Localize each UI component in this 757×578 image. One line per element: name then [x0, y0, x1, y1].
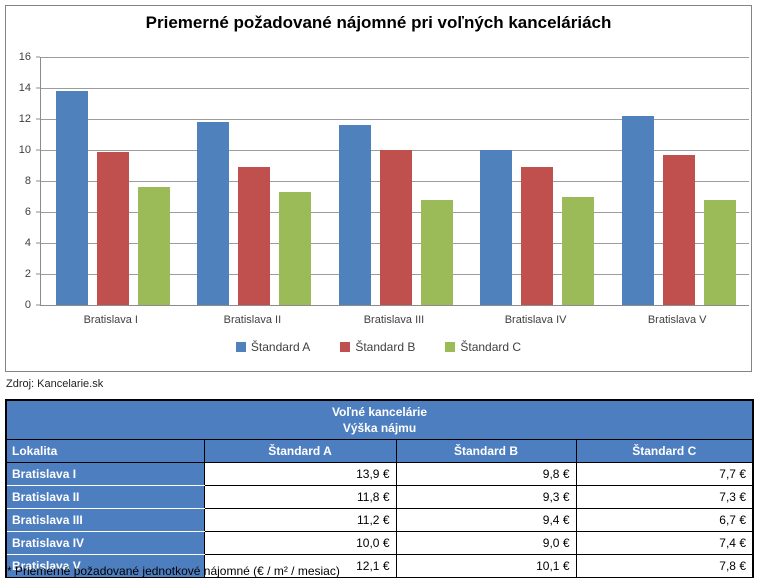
value-cell: 13,9 € — [203, 462, 397, 486]
y-tick-label: 16 — [18, 51, 31, 63]
bar-štandard-a-bratislava-iii — [338, 125, 371, 305]
gridline — [41, 88, 749, 89]
column-header-cell: Štandard B — [395, 439, 577, 463]
legend-swatch — [235, 342, 246, 352]
column-header-cell: Štandard C — [575, 439, 754, 463]
legend-item: Štandard B — [340, 340, 415, 354]
x-category-label: Bratislava IV — [504, 314, 567, 326]
value-cell: 7,4 € — [575, 531, 754, 555]
value-cell: 9,4 € — [395, 508, 577, 532]
legend-label: Štandard C — [460, 340, 522, 354]
y-tick-label: 2 — [24, 268, 31, 280]
table-row: Bratislava I 13,9 €9,8 €7,7 € — [5, 462, 754, 486]
y-tick-mark — [36, 273, 40, 275]
y-tick-mark — [36, 87, 40, 89]
bar-štandard-b-bratislava-v — [662, 154, 695, 305]
bar-štandard-c-bratislava-v — [703, 199, 736, 305]
bar-štandard-c-bratislava-iv — [562, 196, 595, 305]
x-category-label: Bratislava III — [363, 314, 425, 326]
chart-title: Priemerné požadované nájomné pri voľných… — [145, 13, 612, 32]
value-cell: 9,3 € — [395, 485, 577, 509]
y-tick-mark — [36, 149, 40, 151]
gridline — [41, 119, 749, 120]
y-tick-mark — [36, 211, 40, 213]
y-tick-label: 8 — [24, 175, 31, 187]
source-note: Zdroj: Kancelarie.sk — [6, 378, 104, 390]
bar-štandard-b-bratislava-iv — [521, 167, 554, 305]
x-category-label: Bratislava I — [83, 314, 138, 326]
bar-štandard-c-bratislava-iii — [420, 199, 453, 305]
table-title-row: Voľné kancelárie Výška nájmu — [5, 399, 754, 440]
y-tick-label: 6 — [24, 206, 31, 218]
y-tick-mark — [36, 56, 40, 58]
value-cell: 7,8 € — [575, 554, 754, 578]
bar-štandard-b-bratislava-ii — [238, 167, 271, 305]
row-label-cell: Bratislava II — [5, 485, 205, 509]
row-label-cell: Bratislava I — [5, 462, 205, 486]
rent-bar-chart: Priemerné požadované nájomné pri voľných… — [5, 5, 752, 372]
y-tick-mark — [36, 118, 40, 120]
legend-swatch — [445, 342, 456, 352]
bar-štandard-c-bratislava-ii — [279, 191, 312, 305]
y-tick-mark — [36, 242, 40, 244]
y-axis: 0 2 4 6 8 10 12 14 16 — [6, 51, 40, 311]
x-category-label: Bratislava II — [223, 314, 282, 326]
table-row: Bratislava III 11,2 €9,4 €6,7 € — [5, 508, 754, 532]
bar-štandard-a-bratislava-iv — [480, 150, 513, 305]
table-row: Bratislava II 11,8 €9,3 €7,3 € — [5, 485, 754, 509]
legend-swatch — [340, 342, 351, 352]
y-tick-label: 14 — [18, 82, 31, 94]
x-axis: Bratislava I Bratislava II Bratislava III B… — [40, 310, 748, 328]
bar-štandard-a-bratislava-ii — [197, 122, 230, 305]
gridline — [41, 57, 749, 58]
value-cell: 7,7 € — [575, 462, 754, 486]
value-cell: 7,3 € — [575, 485, 754, 509]
row-label-cell: Bratislava IV — [5, 531, 205, 555]
y-tick-mark — [36, 180, 40, 182]
y-tick-label: 0 — [24, 299, 31, 311]
legend-label: Štandard B — [355, 340, 416, 354]
y-tick-label: 12 — [18, 113, 31, 125]
y-tick-label: 4 — [24, 237, 31, 249]
value-cell: 9,0 € — [395, 531, 577, 555]
y-tick-label: 10 — [18, 144, 31, 156]
chart-legend: Štandard A Štandard B Štandard C — [6, 339, 751, 355]
row-label-cell: Bratislava V — [5, 554, 205, 578]
table-row: Bratislava IV 10,0 €9,0 €7,4 € — [5, 531, 754, 555]
legend-item: Štandard C — [445, 340, 521, 354]
table-title-cell: Voľné kancelárie Výška nájmu — [5, 399, 754, 440]
bar-štandard-a-bratislava-v — [621, 115, 654, 305]
bar-štandard-c-bratislava-i — [137, 187, 170, 305]
table-title-line2: Výška nájmu — [342, 421, 417, 435]
table-header-row: Lokalita Štandard A Štandard B Štandard C — [5, 439, 754, 463]
row-label-cell: Bratislava III — [5, 508, 205, 532]
column-header-cell: Štandard A — [203, 439, 397, 463]
table-title-line1: Voľné kancelárie — [331, 405, 428, 419]
plot-area — [40, 57, 749, 306]
value-cell: 11,8 € — [203, 485, 397, 509]
value-cell: 9,8 € — [395, 462, 577, 486]
y-tick-mark — [36, 304, 40, 306]
footnote: * Priemerné požadované jednotkové nájomn… — [7, 564, 340, 578]
value-cell: 10,0 € — [203, 531, 397, 555]
bar-štandard-a-bratislava-i — [55, 91, 88, 305]
column-header-cell: Lokalita — [5, 439, 205, 463]
value-cell: 10,1 € — [395, 554, 577, 578]
rent-table: Voľné kancelárie Výška nájmu Lokalita Šta… — [5, 399, 754, 578]
value-cell: 11,2 € — [203, 508, 397, 532]
bar-štandard-b-bratislava-iii — [379, 150, 412, 305]
legend-label: Štandard A — [250, 340, 311, 354]
x-category-label: Bratislava V — [647, 314, 707, 326]
bar-štandard-b-bratislava-i — [96, 151, 129, 305]
legend-item: Štandard A — [235, 340, 311, 354]
value-cell: 6,7 € — [575, 508, 754, 532]
